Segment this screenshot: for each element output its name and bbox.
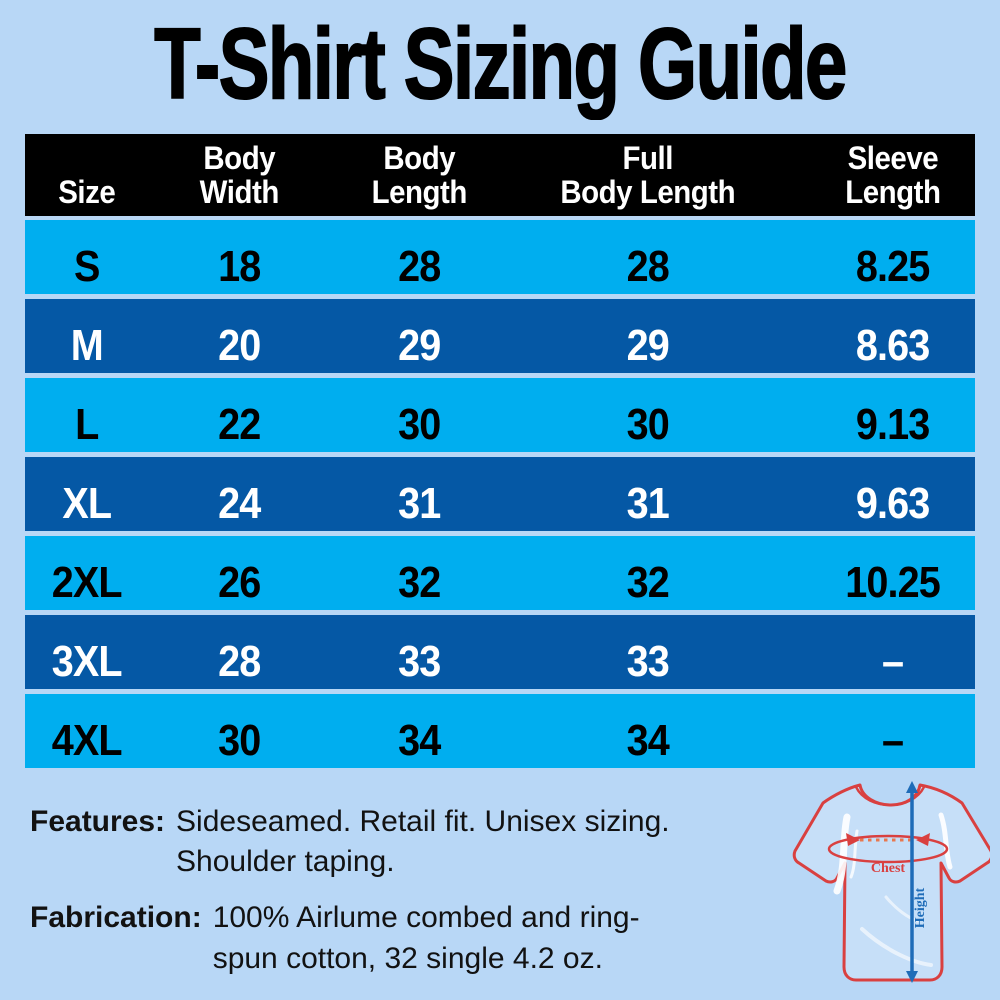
features-note: Features: Sideseamed. Retail fit. Unisex… <box>30 802 800 882</box>
col-header-full-body-length: Full Body Length <box>521 139 774 210</box>
col-header-size: Size <box>30 175 144 209</box>
table-cell: 18 <box>217 242 261 291</box>
table-cell: 30 <box>217 716 261 765</box>
features-text: Sideseamed. Retail fit. Unisex sizing. S… <box>176 802 670 882</box>
sizing-table: Size Body Width Body Length Full Body Le… <box>25 134 975 773</box>
table-cell: L <box>75 400 99 449</box>
table-cell: 2XL <box>51 558 123 607</box>
table-cell: 34 <box>626 716 669 765</box>
fabrication-text-line: spun cotton, 32 single 4.2 oz. <box>212 941 603 975</box>
table-row-m: M 20 29 29 8.63 <box>25 299 975 373</box>
col-header-line: Width <box>199 173 279 210</box>
table-cell: 20 <box>217 321 261 370</box>
notes-section: Features: Sideseamed. Retail fit. Unisex… <box>30 802 800 995</box>
table-cell: 24 <box>217 479 261 528</box>
features-text-line: Sideseamed. Retail fit. Unisex sizing. <box>176 805 670 838</box>
table-cell: 28 <box>217 637 261 686</box>
tshirt-measurement-diagram: Chest Height <box>792 781 990 983</box>
col-header-body-length: Body Length <box>336 139 502 210</box>
fabrication-label: Fabrication: <box>30 901 202 935</box>
table-row-l: L 22 30 30 9.13 <box>25 378 975 452</box>
table-row-4xl: 4XL 30 34 34 – <box>25 694 975 768</box>
table-cell: 32 <box>398 558 441 607</box>
col-header-line: Body Length <box>559 173 735 210</box>
chest-label: Chest <box>871 861 906 876</box>
fabrication-note: Fabrication: 100% Airlume combed and rin… <box>30 898 800 978</box>
col-header-line: Length <box>845 173 941 210</box>
table-cell: 29 <box>398 321 441 370</box>
table-cell: 9.63 <box>855 479 930 528</box>
features-text-line: Shoulder taping. <box>176 845 395 879</box>
table-cell: 8.25 <box>855 242 930 291</box>
table-cell: 22 <box>217 400 261 449</box>
col-header-line: Full <box>622 139 673 176</box>
table-cell: S <box>73 242 100 291</box>
table-row-3xl: 3XL 28 33 33 – <box>25 615 975 689</box>
table-cell: 29 <box>626 321 669 370</box>
table-cell: 4XL <box>51 716 123 765</box>
chest-arrow-right <box>916 833 930 846</box>
height-arrow-bottom <box>906 971 918 983</box>
table-cell: 30 <box>398 400 441 449</box>
height-arrow-top <box>906 781 918 793</box>
table-cell: XL <box>62 479 112 528</box>
table-row-s: S 18 28 28 8.25 <box>25 220 975 294</box>
table-cell: 33 <box>398 637 441 686</box>
col-header-sleeve-length: Sleeve Length <box>793 139 968 210</box>
chest-measure-ellipse <box>827 834 949 864</box>
fabrication-text: 100% Airlume combed and ring- spun cotto… <box>213 898 640 978</box>
table-cell: 31 <box>398 479 441 528</box>
col-header-line: Length <box>371 173 468 210</box>
table-cell: 34 <box>398 716 441 765</box>
table-cell: 31 <box>626 479 669 528</box>
table-cell: 28 <box>398 242 441 291</box>
table-cell: 33 <box>626 637 669 686</box>
table-row-xl: XL 24 31 31 9.63 <box>25 457 975 531</box>
col-header-body-width: Body Width <box>156 139 322 210</box>
col-header-line: Sleeve <box>847 139 939 176</box>
fabrication-text-line: 100% Airlume combed and ring- <box>212 901 640 935</box>
table-cell: 8.63 <box>855 321 930 370</box>
col-header-line: Body <box>383 139 456 176</box>
table-row-2xl: 2XL 26 32 32 10.25 <box>25 536 975 610</box>
col-header-line: Body <box>202 139 275 176</box>
chest-arrow-left <box>846 833 860 846</box>
features-label: Features: <box>30 805 166 838</box>
table-cell: 26 <box>217 558 261 607</box>
table-cell: 28 <box>626 242 669 291</box>
table-cell: 32 <box>626 558 669 607</box>
highlight-streaks <box>833 812 953 967</box>
table-cell: – <box>882 716 904 765</box>
height-label: Height <box>913 887 928 928</box>
table-cell: 3XL <box>51 637 123 686</box>
table-cell: 30 <box>626 400 669 449</box>
table-cell: 9.13 <box>855 400 930 449</box>
table-cell: – <box>882 637 904 686</box>
table-cell: M <box>70 321 104 370</box>
table-cell: 10.25 <box>845 558 940 607</box>
col-header-line: Size <box>58 173 116 210</box>
collar-seam <box>854 786 926 807</box>
table-header-row: Size Body Width Body Length Full Body Le… <box>25 134 975 216</box>
page-title: T-Shirt Sizing Guide <box>153 8 848 120</box>
